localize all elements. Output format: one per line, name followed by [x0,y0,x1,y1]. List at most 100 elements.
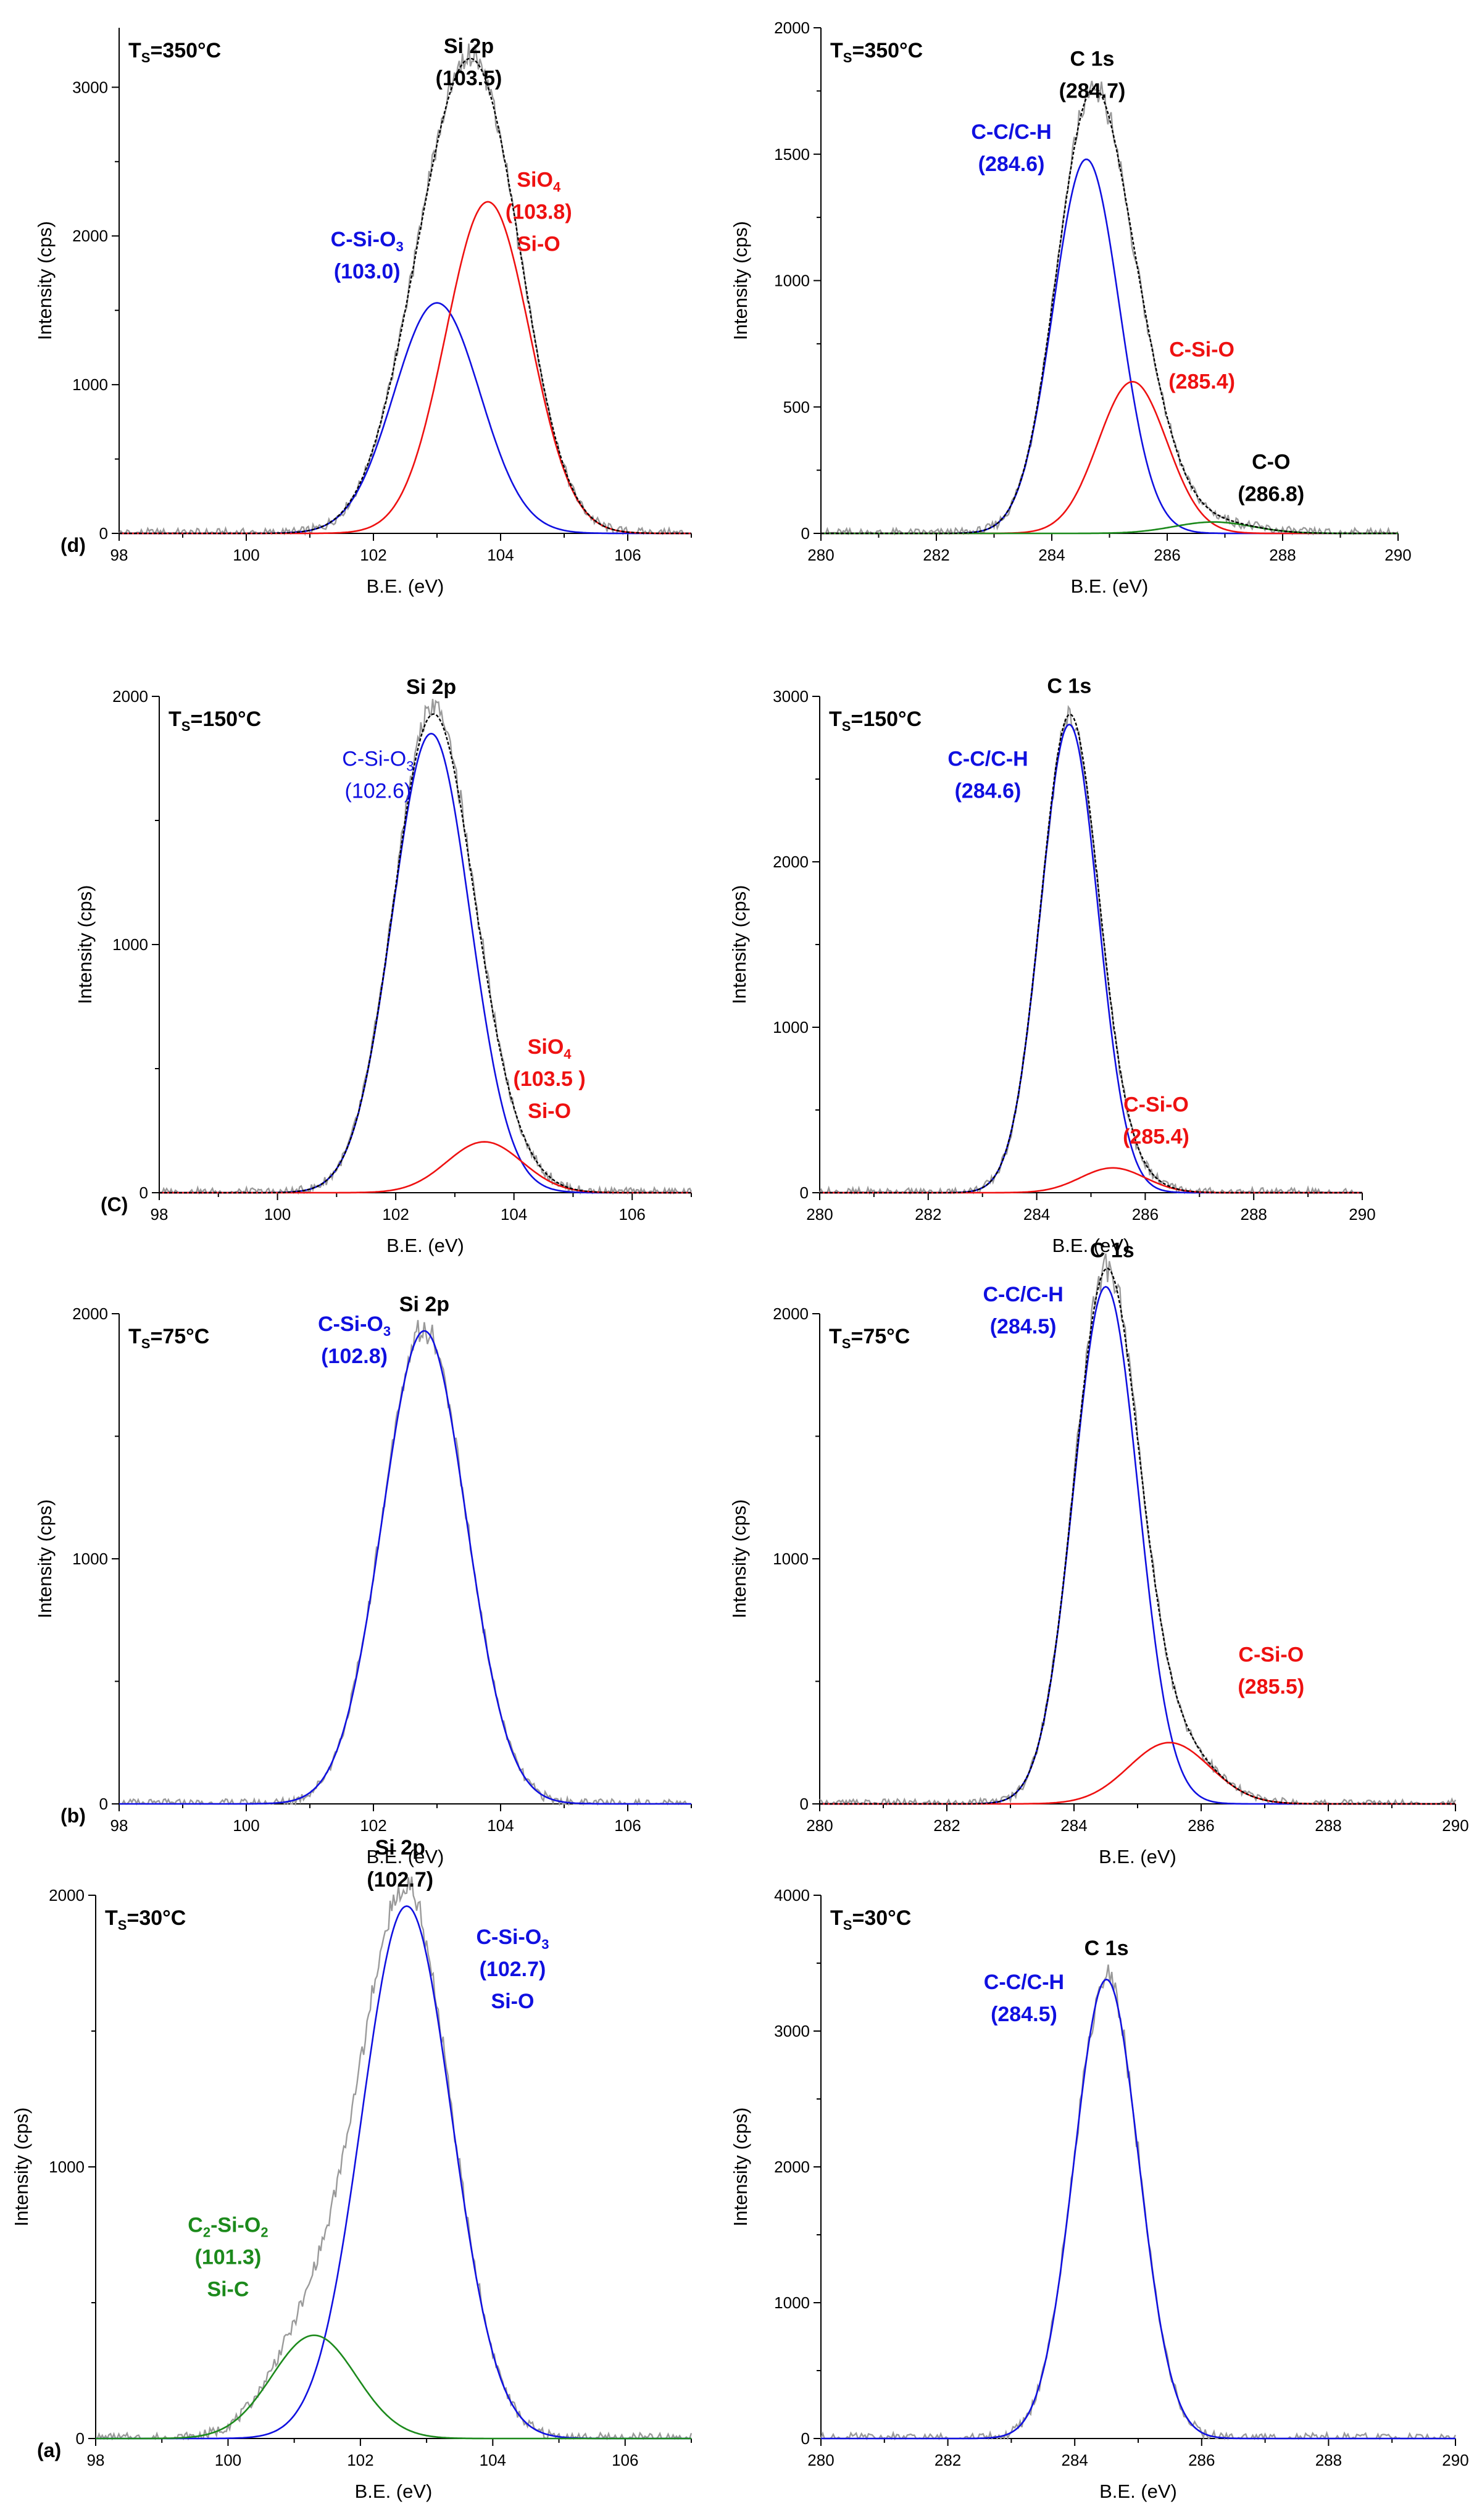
y-axis-label: Intensity (cps) [10,2108,32,2227]
y-tick-label: 1000 [774,272,810,290]
y-axis-label: Intensity (cps) [74,885,96,1004]
component-red-line [821,380,1398,535]
text-span: C-Si-O [1123,1093,1189,1117]
panel-label: (d) [60,534,86,556]
subscript-span: 3 [406,759,414,774]
y-tick-label: 1000 [774,2293,810,2312]
panel-a-si2p: 98 100 102 104 106 0 1000 2000 B.E. (eV) Intensit… [10,1836,693,2502]
text-span: C 1s [1084,1937,1129,1960]
text-span: C-C/C-H [983,1283,1063,1306]
temperature-symbol: T [829,707,842,731]
x-axis-label: B.E. (eV) [1099,1846,1176,1867]
x-tick-label: 288 [1315,2451,1342,2469]
text-span: C-Si-O [1238,1643,1304,1667]
text-span: (285.4) [1123,1125,1189,1149]
x-tick-label: 290 [1384,546,1411,564]
x-tick-label: 102 [347,2451,373,2469]
component-green-line [821,521,1398,535]
panel-c-si2p: 98 100 102 104 106 0 1000 2000 B.E. (eV) Intensit… [74,675,693,1256]
temperature-value: =150°C [190,707,261,731]
text-span: (285.5) [1238,1675,1304,1699]
x-tick-label: 106 [614,546,641,564]
panel-d-c1s: 280 282 284 286 288 290 0 500 1000 1500 2000 B.E. (… [730,19,1412,597]
component-blue-line [96,1905,691,2440]
x-tick-label: 100 [215,2451,241,2469]
x-axis-label: B.E. (eV) [386,1235,464,1256]
peak-annotation: C 1s [1084,1937,1129,1960]
temperature-label: TS=150°C [829,707,922,734]
raw-spectrum-line [818,704,1362,1195]
x-tick-label: 106 [614,1816,641,1835]
y-tick-label: 1000 [773,1018,809,1037]
text-span: C-O [1252,451,1290,474]
y-tick-label: 0 [800,1795,809,1813]
component-red-line [119,201,691,535]
component-blue-line [820,1285,1455,1805]
x-tick-label: 282 [915,1205,941,1224]
text-span: (103.5) [436,67,502,90]
x-tick-label: 284 [1038,546,1065,564]
x-tick-label: 102 [360,1816,386,1835]
peak-annotation: Si 2p [375,1836,425,1859]
temperature-value: =75°C [851,1325,910,1348]
x-tick-label: 280 [806,1205,833,1224]
peak-annotation: (284.6) [955,780,1022,803]
text-span: (284.5) [990,1315,1057,1338]
y-axis-label: Intensity (cps) [730,2108,751,2227]
peak-annotation: (103.5) [436,67,502,90]
peak-annotation: (102.8) [321,1345,388,1368]
y-tick-label: 3000 [774,2022,810,2040]
raw-spectrum-line [119,1320,691,1806]
peak-annotation: (102.7) [480,1958,546,1981]
text-span: Si-O [528,1099,571,1123]
temperature-value: =350°C [150,39,221,62]
envelope-fit-line [820,713,1362,1194]
x-tick-label: 102 [382,1205,409,1224]
component-red-line [820,1742,1455,1805]
temperature-subscript: S [118,1917,127,1933]
peak-annotation: (284.5) [991,2003,1057,2026]
y-tick-label: 2000 [112,687,148,706]
raw-spectrum-line [820,1964,1457,2441]
panel-d-si2p: 98 100 102 104 106 0 1000 2000 3000 B.E. (eV) Inte… [34,28,692,597]
x-tick-label: 286 [1154,546,1180,564]
y-tick-label: 1000 [72,375,108,394]
x-axis-label: B.E. (eV) [1071,575,1149,597]
peak-annotation: (284.5) [990,1315,1057,1338]
peak-annotation: Si-O [517,233,560,256]
peak-annotation: (285.4) [1123,1125,1189,1149]
x-tick-label: 100 [233,1816,259,1835]
temperature-symbol: T [105,1906,118,1930]
text-span: Si 2p [406,675,456,699]
y-tick-label: 0 [801,524,810,543]
x-tick-label: 286 [1188,1816,1214,1835]
x-tick-label: 286 [1188,2451,1215,2469]
component-blue-line [821,158,1398,535]
peak-annotation: (285.5) [1238,1675,1304,1699]
text-span: Si 2p [375,1836,425,1859]
temperature-value: =30°C [127,1906,186,1930]
text-span: Si-O [491,1990,535,2013]
raw-spectrum-line [159,699,693,1195]
y-tick-label: 2000 [72,1304,108,1323]
peak-annotation: C-Si-O [1169,338,1234,361]
temperature-subscript: S [842,1336,851,1351]
peak-annotation: (102.6) [345,780,412,803]
raw-spectrum-line [96,1876,693,2441]
panel-label: (C) [101,1193,128,1216]
y-tick-label: 0 [76,2429,85,2448]
component-blue-line [159,732,691,1194]
y-tick-label: 2000 [773,1304,809,1323]
x-tick-label: 104 [480,2451,506,2469]
panel-label: (b) [60,1804,86,1827]
peak-annotation: (103.0) [334,260,401,283]
text-span: -Si-O [210,2214,260,2237]
temperature-symbol: T [829,1325,842,1348]
x-tick-label: 280 [807,546,834,564]
x-tick-label: 104 [487,1816,514,1835]
x-tick-label: 100 [264,1205,291,1224]
x-tick-label: 288 [1241,1205,1267,1224]
temperature-value: =150°C [851,707,922,731]
temperature-subscript: S [843,1917,852,1933]
subscript-span: 3 [396,239,403,254]
